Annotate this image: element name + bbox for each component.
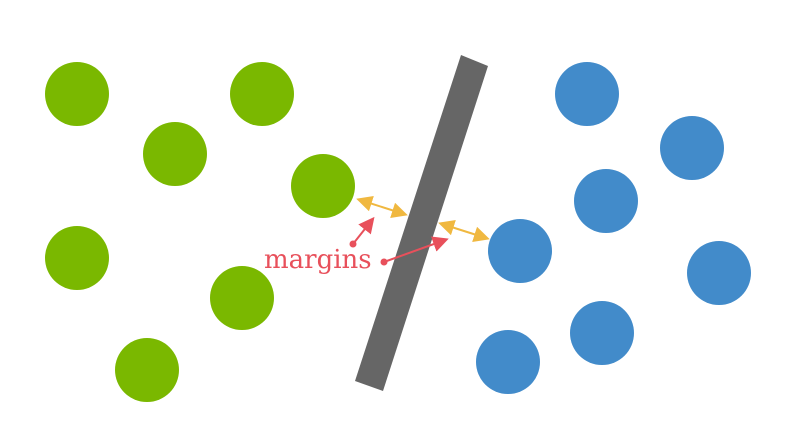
class-b-point xyxy=(488,219,552,283)
class-b-point xyxy=(687,241,751,305)
class-a-point xyxy=(45,62,109,126)
class-a-point xyxy=(45,226,109,290)
class-b-point xyxy=(476,330,540,394)
label-pointer-right xyxy=(383,236,449,263)
class-a-point xyxy=(230,62,294,126)
class-b-point xyxy=(570,301,634,365)
margins-label: margins xyxy=(264,245,372,275)
label-pointer-left xyxy=(352,216,375,245)
class-a-point xyxy=(143,122,207,186)
class-b-point xyxy=(574,169,638,233)
class-a-points xyxy=(45,62,355,402)
class-b-point xyxy=(555,62,619,126)
class-a-point xyxy=(291,154,355,218)
class-b-point xyxy=(660,116,724,180)
margin-arrow-left xyxy=(356,196,408,218)
separating-hyperplane xyxy=(355,55,488,391)
margin-arrow-right xyxy=(438,220,490,242)
class-a-point xyxy=(210,266,274,330)
class-b-points xyxy=(476,62,751,394)
class-a-point xyxy=(115,338,179,402)
